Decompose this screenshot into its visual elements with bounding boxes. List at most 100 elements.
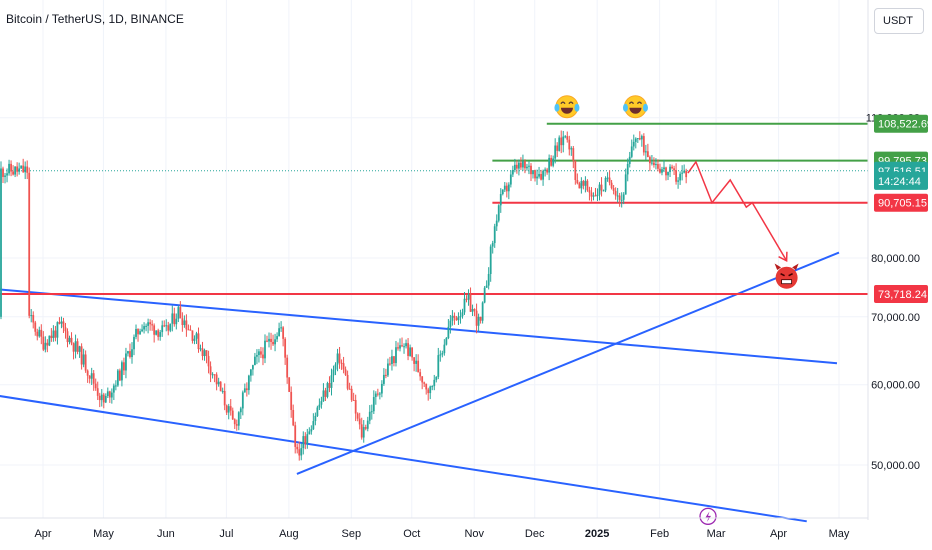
candle-body [108,391,111,398]
trend-line [0,395,807,523]
candle-body [425,383,428,390]
candle-body [296,446,299,450]
candle-body [640,136,643,140]
price-label-box [874,171,928,190]
candle-body [350,388,353,400]
candle-body [100,394,103,401]
candle-body [139,331,141,335]
candle-body [12,171,14,175]
candle-body [602,190,605,192]
projection-path[interactable] [687,160,788,262]
candle-body [378,393,381,395]
candle-body [167,325,170,331]
candle-body [4,175,6,177]
candle-body [272,341,274,345]
candle-body [322,390,325,402]
emoji-brows [780,272,793,277]
candle-body [135,328,137,337]
candle-body [651,162,653,164]
candle-body [648,157,651,164]
candle-body [568,139,571,150]
candle-body [258,351,260,356]
projection-arrowhead [778,251,788,262]
candle-body [332,369,335,376]
candle-body [380,383,383,394]
candle-body [195,333,198,339]
candle-body [141,329,143,332]
candle-body [441,353,444,355]
candle-body [58,322,61,324]
candle-body [669,166,671,173]
candle-body [673,168,675,171]
time-axis[interactable]: Apr May Jun Jul Aug Sep Oct Nov Dec 2025 Feb Mar Apr… [34,528,849,540]
candle-body [32,315,35,323]
candle-body [308,431,311,435]
candle-body [110,392,113,398]
emoji-mouth [560,107,573,114]
candle-body [114,385,117,387]
candle-body [229,406,232,411]
candle-body [62,321,65,328]
candle-body [518,162,520,169]
candle-body [626,164,629,175]
candle-body [495,220,498,227]
candle-body [520,162,522,168]
time-tick-label: Nov [464,528,484,540]
candle-body [552,158,555,166]
candle-body [503,185,506,190]
candle-body [511,170,514,175]
candle-body [443,344,446,354]
candle-body [185,320,188,330]
candle-body [320,401,323,405]
candle-body [497,205,500,221]
candle-body [671,166,673,169]
candle-body [382,374,385,384]
candle-body [173,313,176,325]
candle-body [632,141,635,147]
candle-body [254,356,256,366]
currency-button[interactable]: USDT [874,8,924,34]
trend-lines[interactable] [0,251,840,523]
candle-body [683,170,686,173]
candle-body [655,164,657,166]
emoji-tear [574,103,580,112]
candle-body [10,163,12,172]
candle-body [312,421,315,430]
candle-body [572,148,575,161]
candle-body [455,317,458,321]
candle-body [20,165,23,169]
candle-body [614,190,617,196]
time-tick-label: Oct [403,528,420,540]
candle-body [86,370,89,376]
candle-body [82,354,85,365]
candle-body [473,309,476,311]
candle-body [316,407,319,416]
candle-body [129,351,131,358]
candle-body [304,436,307,444]
candle-body [183,320,186,326]
candle-body [203,350,206,357]
time-tick-label: Jun [157,528,175,540]
candle-body [72,343,75,352]
candle-body [399,345,401,349]
candle-body [0,168,2,317]
candle-body [137,328,139,335]
candle-body [247,375,250,391]
candle-body [536,176,538,179]
candle-body [324,390,327,397]
candle-body [449,320,452,327]
candle-body [334,364,337,370]
candle-body [116,370,119,386]
candle-body [60,321,63,324]
candle-body [505,185,508,192]
candle-body [586,180,589,191]
candle-body [241,392,244,409]
candle-body [344,369,347,375]
candle-body [151,324,154,326]
candle-body [336,353,339,365]
candle-body [431,386,434,388]
candle-body [604,178,607,191]
candle-body [310,429,313,432]
candle-body [524,161,526,169]
